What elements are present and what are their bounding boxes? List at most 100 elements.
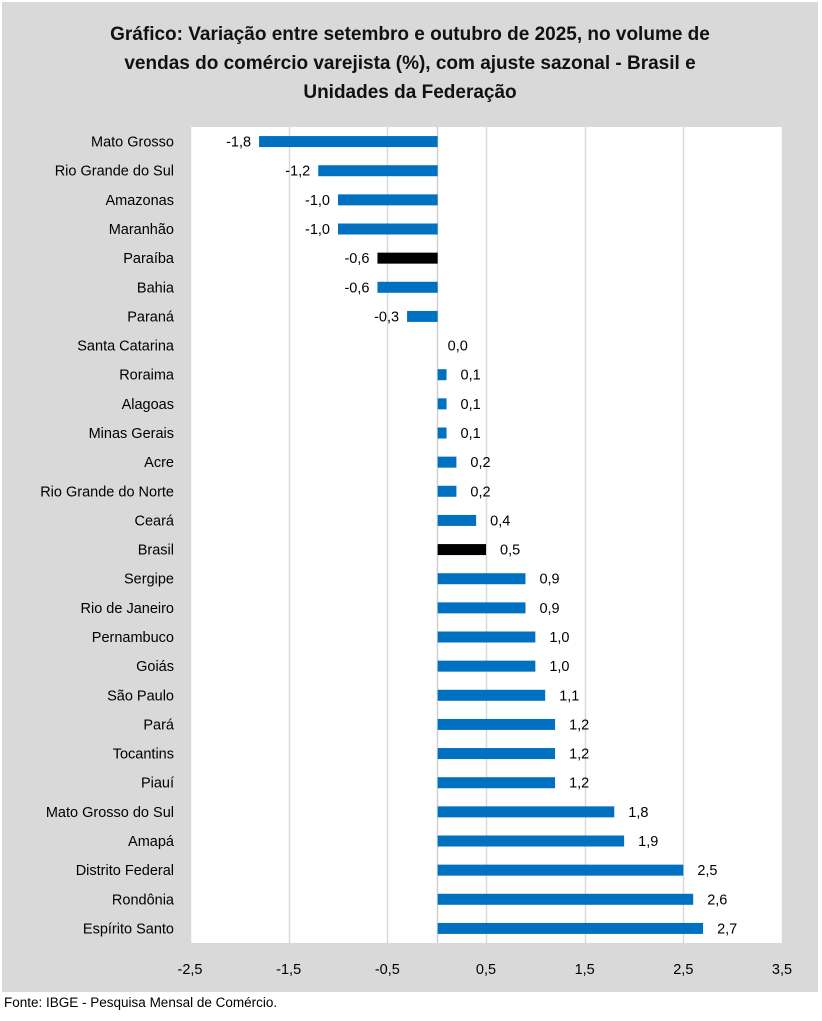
category-label: Mato Grosso — [91, 135, 174, 151]
bar — [407, 310, 438, 322]
bar — [437, 864, 684, 876]
value-label: 1,2 — [569, 717, 589, 733]
category-label: Tocantins — [113, 747, 174, 763]
bar — [437, 485, 457, 497]
value-label: -0,6 — [344, 280, 369, 296]
x-tick-label: -1,5 — [276, 962, 301, 978]
category-label: Roraima — [119, 368, 175, 384]
bar — [259, 136, 438, 148]
value-label: 0,2 — [470, 484, 490, 500]
category-label: Maranhão — [109, 222, 174, 238]
chart-container: Gráfico: Variação entre setembro e outub… — [2, 2, 818, 992]
bar — [437, 806, 615, 818]
category-label: Alagoas — [122, 397, 174, 413]
value-label: 0,0 — [448, 339, 468, 355]
bar — [437, 835, 625, 847]
value-label: 0,9 — [539, 601, 559, 617]
value-label: -1,2 — [285, 164, 310, 180]
bar — [338, 223, 438, 235]
bar — [437, 777, 556, 789]
chart-title-line-2: vendas do comércio varejista (%), com aj… — [124, 53, 696, 74]
category-label: Rio de Janeiro — [81, 601, 175, 617]
value-label: 1,0 — [549, 659, 569, 675]
category-label: Ceará — [135, 513, 175, 529]
category-label: Pernambuco — [92, 630, 174, 646]
category-labels: Mato Grosso Rio Grande do Sul Amazonas Mara… — [40, 135, 175, 938]
value-label: -1,8 — [226, 135, 251, 151]
value-label: -1,0 — [305, 222, 330, 238]
value-label: 0,9 — [539, 572, 559, 588]
value-label: 1,8 — [628, 805, 648, 821]
x-tick-label: 3,5 — [772, 962, 792, 978]
category-label: Bahia — [137, 280, 175, 296]
category-label: Rio Grande do Norte — [40, 484, 174, 500]
category-label: Paraná — [127, 309, 175, 325]
category-label: Amapá — [128, 834, 175, 850]
value-label: 0,4 — [490, 513, 510, 529]
value-label: 0,2 — [470, 455, 490, 471]
x-tick-label: 2,5 — [673, 962, 693, 978]
category-label: Goiás — [136, 659, 174, 675]
bar — [437, 573, 526, 585]
bars — [259, 136, 704, 934]
bar — [437, 514, 477, 526]
bar — [437, 922, 704, 934]
value-label: 1,9 — [638, 834, 658, 850]
category-label: Pará — [143, 717, 175, 733]
x-tick-label: 0,5 — [476, 962, 496, 978]
category-label: Sergipe — [124, 572, 174, 588]
bar — [437, 456, 457, 468]
bar — [437, 398, 447, 410]
value-labels: -1,8 -1,2 -1,0 -1,0 -0,6 -0,6 -0,3 0,0 0,1 0,1 0,1… — [226, 135, 737, 938]
value-label: 0,1 — [461, 368, 481, 384]
bar — [437, 369, 447, 381]
category-label: Mato Grosso do Sul — [46, 805, 174, 821]
value-label: 2,6 — [707, 892, 727, 908]
category-label: São Paulo — [107, 688, 174, 704]
bar — [377, 252, 438, 264]
bar-chart: Mato Grosso Rio Grande do Sul Amazonas Mara… — [40, 127, 793, 978]
category-label: Brasil — [138, 543, 174, 559]
category-label: Santa Catarina — [77, 339, 175, 355]
bar — [437, 631, 536, 643]
bar — [318, 165, 438, 177]
value-label: 0,1 — [461, 397, 481, 413]
value-label: 0,5 — [500, 543, 520, 559]
bar — [338, 194, 438, 206]
bar — [377, 281, 438, 293]
value-label: -1,0 — [305, 193, 330, 209]
x-tick-label: 1,5 — [575, 962, 595, 978]
value-label: 1,2 — [569, 776, 589, 792]
value-label: 1,2 — [569, 747, 589, 763]
category-label: Rondônia — [112, 892, 175, 908]
bar — [437, 893, 694, 905]
category-label: Acre — [144, 455, 174, 471]
value-label: 2,7 — [717, 921, 737, 937]
chart-title-line-1: Gráfico: Variação entre setembro e outub… — [110, 24, 710, 45]
bar — [437, 544, 486, 556]
category-label: Piauí — [141, 776, 174, 792]
value-label: -0,3 — [374, 309, 399, 325]
value-label: 1,0 — [549, 630, 569, 646]
bar — [437, 689, 546, 701]
chart-title: Gráfico: Variação entre setembro e outub… — [2, 20, 818, 107]
bar — [437, 427, 447, 439]
value-label: -0,6 — [344, 251, 369, 267]
value-label: 2,5 — [697, 863, 717, 879]
x-axis-tick-labels: -2,5 -1,5 -0,5 0,5 1,5 2,5 3,5 — [178, 962, 793, 978]
value-label: 1,1 — [559, 688, 579, 704]
source-note: Fonte: IBGE - Pesquisa Mensal de Comérci… — [4, 995, 278, 1010]
category-label: Paraíba — [123, 251, 175, 267]
value-label: 0,1 — [461, 426, 481, 442]
category-label: Amazonas — [105, 193, 174, 209]
bar — [437, 748, 556, 760]
category-label: Minas Gerais — [89, 426, 174, 442]
bar — [437, 718, 556, 730]
category-label: Rio Grande do Sul — [55, 164, 174, 180]
bar — [437, 660, 536, 672]
x-tick-label: -0,5 — [375, 962, 400, 978]
category-label: Espírito Santo — [83, 921, 174, 937]
x-tick-label: -2,5 — [178, 962, 203, 978]
bar — [437, 602, 526, 614]
category-label: Distrito Federal — [76, 863, 174, 879]
